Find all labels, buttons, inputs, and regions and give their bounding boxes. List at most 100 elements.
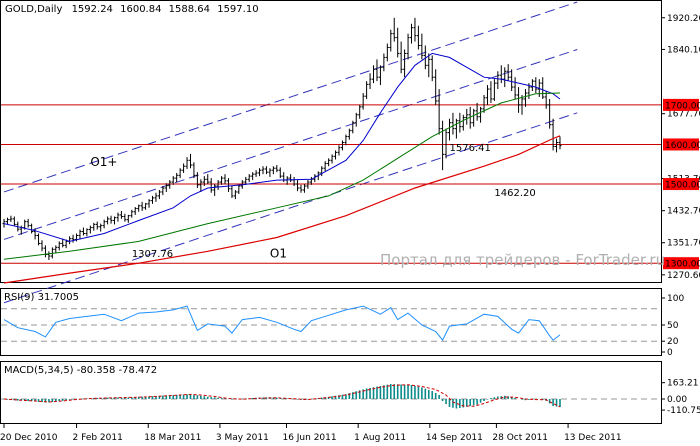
price-tick-label: 1840.10 [667, 45, 700, 55]
macd-tick-label: 0.00 [667, 395, 687, 405]
ohlc-bar [489, 81, 493, 103]
axis-layer: 1920.201840.101677.701513.701432.701351.… [0, 14, 700, 443]
ohlc-bar [299, 184, 303, 193]
ohlc-bar [368, 73, 372, 90]
ohlc-bar [423, 45, 427, 70]
ohlc-bar [171, 176, 175, 185]
price-tick-label: 1270.60 [667, 271, 700, 281]
ohlc-bar [313, 174, 317, 183]
ohlc-bar [506, 64, 510, 82]
ohlc-bar [347, 128, 351, 140]
ohlc-bar [365, 81, 369, 99]
ohlc-bar [271, 166, 275, 175]
ohlc-bar [468, 106, 472, 129]
ohlc-bar [154, 192, 158, 202]
ohlc-bar [427, 53, 431, 78]
x-tick-label: 3 May 2011 [216, 433, 269, 443]
ohlc-bar [206, 174, 210, 185]
ohlc-bar [199, 179, 203, 192]
price-annotation: O1+ [90, 155, 117, 169]
ohlc-bar [85, 228, 89, 237]
moving-average-blue [3, 52, 561, 242]
ohlc-bar [479, 106, 483, 123]
ohlc-bar [178, 168, 182, 179]
open-value: 1592.24 [72, 4, 113, 15]
ohlc-bar [12, 216, 16, 226]
x-tick-label: 13 Dec 2011 [564, 433, 622, 443]
rsi-panel-frame [0, 288, 662, 356]
ohlc-bar [372, 65, 376, 84]
ohlc-bar [378, 65, 382, 86]
x-tick-label: 1 Aug 2011 [354, 433, 406, 443]
ohlc-bar [544, 91, 548, 109]
high-value: 1600.84 [120, 4, 161, 15]
price-tick-label: 1920.20 [667, 14, 700, 24]
ohlc-bar [258, 168, 262, 177]
ohlc-bar [385, 43, 389, 62]
ohlc-bar [534, 77, 538, 94]
ohlc-bar [437, 89, 441, 135]
ohlc-bar [223, 174, 227, 185]
ohlc-bar [396, 27, 400, 58]
price-annotation: O1 [270, 246, 287, 260]
ohlc-bar [71, 234, 75, 243]
ohlc-bar [54, 245, 58, 254]
rsi-layer [1, 305, 661, 342]
ohlc-bar [2, 218, 6, 228]
ohlc-bar [230, 186, 234, 198]
ohlc-bar [47, 251, 51, 261]
ohlc-bar [472, 108, 476, 127]
ohlc-bar [209, 178, 213, 193]
ohlc-bar [340, 140, 344, 151]
macd-signal-line [3, 384, 561, 408]
ohlc-bar [147, 199, 151, 208]
ohlc-bar [392, 17, 396, 42]
ohlc-bar [220, 176, 224, 185]
ohlc-bar [548, 98, 552, 129]
level-label: 1300.00 [665, 260, 700, 270]
ohlc-bar [278, 167, 282, 179]
ohlc-bar [361, 93, 365, 110]
ohlc-bar [420, 33, 424, 60]
ohlc-bar [81, 227, 85, 236]
ohlc-bar [92, 222, 96, 231]
ohlc-bar [26, 218, 30, 228]
ohlc-bar [302, 184, 306, 193]
ohlc-bar [354, 112, 358, 127]
price-annotation: 1462.20 [494, 188, 535, 199]
price-tick-label: 1432.70 [667, 207, 700, 217]
ohlc-bar [40, 240, 44, 252]
ohlc-bar [202, 176, 206, 187]
ohlc-bar [95, 221, 99, 230]
ohlc-bar [247, 174, 251, 183]
close-value: 1597.10 [217, 4, 258, 15]
ohlc-bar [327, 158, 331, 167]
ohlc-bar [447, 118, 451, 141]
rsi-tick-label: 100 [667, 294, 684, 304]
ohlc-bar [164, 183, 168, 192]
watermark: Портал для трейдеров - ForTrader.ru [380, 251, 665, 269]
ohlc-bar [133, 206, 137, 215]
ohlc-bar [261, 166, 265, 175]
ohlc-bar [465, 108, 469, 125]
level-label-bg [663, 257, 699, 270]
rsi-tick-label: 50 [667, 321, 679, 331]
ohlc-bar [389, 29, 393, 52]
ohlc-bar [513, 77, 517, 99]
ohlc-bar [334, 150, 338, 160]
ohlc-bar [330, 154, 334, 164]
channel-line [3, 1, 578, 193]
ohlc-bar [57, 241, 61, 251]
ohlc-bar [551, 118, 555, 151]
x-tick-label: 28 Oct 2011 [492, 433, 548, 443]
ohlc-bar [168, 180, 172, 189]
price-panel-frame [0, 0, 662, 283]
ohlc-bar [496, 71, 500, 90]
ohlc-bar [306, 180, 310, 189]
ohlc-bar [375, 59, 379, 82]
ohlc-bar [30, 223, 34, 234]
ohlc-bar [5, 217, 9, 225]
ohlc-bar [454, 118, 458, 139]
ohlc-bar [113, 216, 117, 225]
